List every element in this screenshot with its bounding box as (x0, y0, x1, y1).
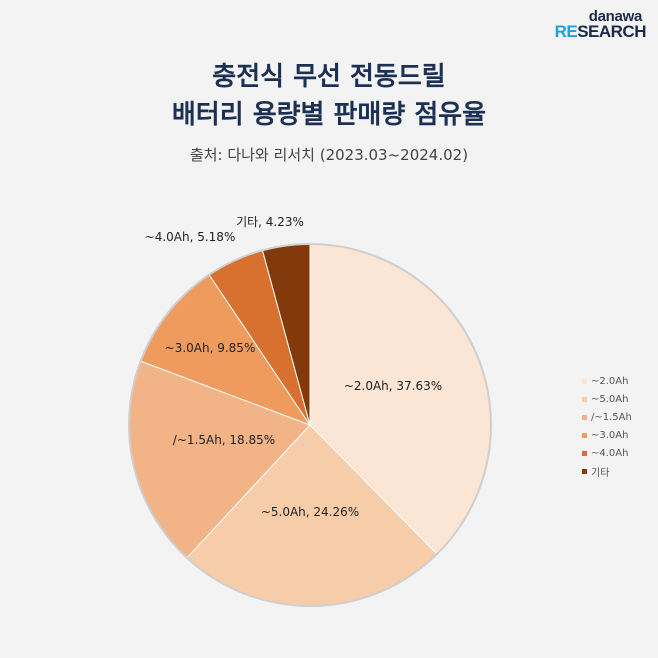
chart-title-line2: 배터리 용량별 판매량 점유율 (171, 100, 487, 130)
legend-swatch (582, 414, 587, 420)
legend-swatch (582, 432, 587, 438)
chart-title-line1: 충전식 무선 전동드릴 (212, 62, 446, 92)
data-label-4: ~4.0Ah, 5.18% (145, 230, 236, 244)
danawa-research-logo: danawa RESEARCH (554, 8, 647, 42)
legend-label: ~5.0Ah (591, 393, 629, 405)
data-label-3: ~3.0Ah, 9.85% (165, 341, 256, 355)
legend-label: ~3.0Ah (591, 429, 629, 441)
legend-swatch (582, 378, 587, 384)
legend-swatch (582, 396, 587, 402)
data-label-5: 기타, 4.23% (236, 215, 304, 229)
legend-item-3: ~3.0Ah (582, 426, 632, 444)
legend-item-2: /~1.5Ah (582, 408, 632, 426)
logo-research-rest: SEARCH (577, 22, 646, 41)
legend-label: ~2.0Ah (591, 375, 629, 387)
legend-label: /~1.5Ah (591, 411, 632, 423)
pie-rim (128, 243, 492, 607)
data-label-1: ~5.0Ah, 24.26% (261, 505, 359, 519)
legend-item-1: ~5.0Ah (582, 390, 632, 408)
legend-item-0: ~2.0Ah (582, 372, 632, 390)
data-label-0: ~2.0Ah, 37.63% (344, 379, 442, 393)
chart-legend: ~2.0Ah ~5.0Ah /~1.5Ah ~3.0Ah ~4.0Ah 기타 (582, 372, 632, 480)
data-label-2: /~1.5Ah, 18.85% (173, 433, 275, 447)
logo-research-accent: RE (554, 22, 578, 41)
legend-item-5: 기타 (582, 462, 632, 480)
chart-subtitle: 출처: 다나와 리서치 (2023.03~2024.02) (189, 146, 469, 164)
legend-label: ~4.0Ah (591, 447, 629, 459)
legend-swatch (582, 468, 587, 474)
legend-label: 기타 (591, 467, 610, 479)
logo-research-text: RESEARCH (554, 22, 647, 42)
legend-swatch (582, 450, 587, 456)
logo-danawa-text: danawa (588, 8, 643, 25)
chart-title: 충전식 무선 전동드릴 배터리 용량별 판매량 점유율 (0, 58, 658, 134)
legend-item-4: ~4.0Ah (582, 444, 632, 462)
